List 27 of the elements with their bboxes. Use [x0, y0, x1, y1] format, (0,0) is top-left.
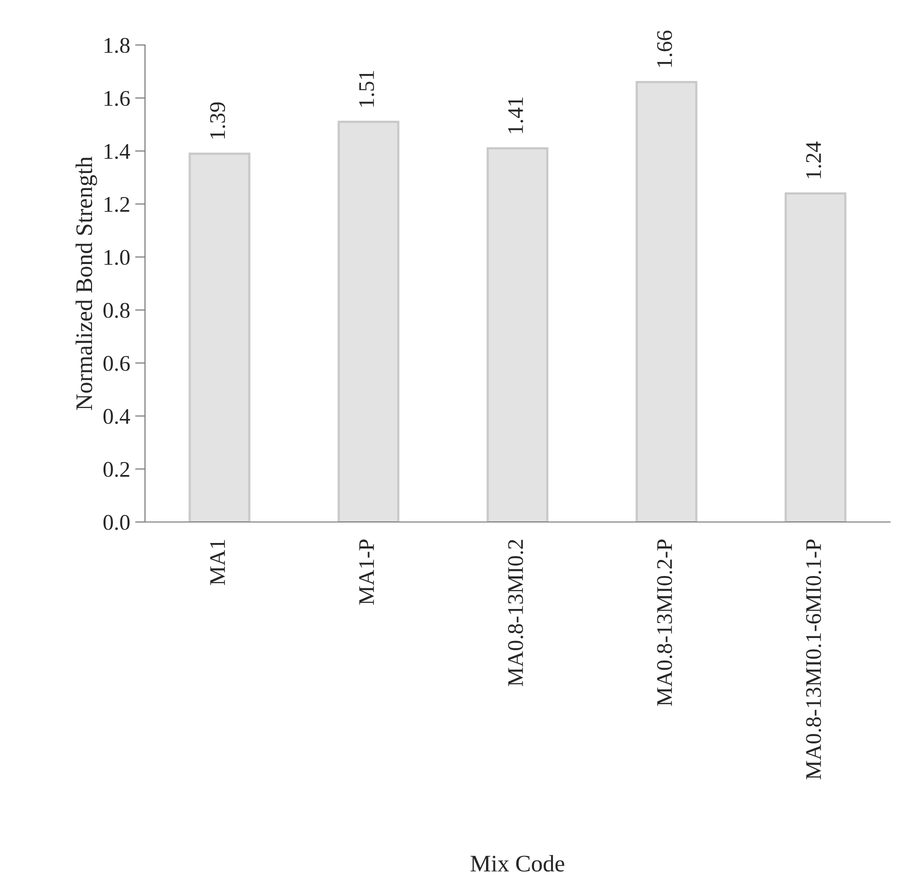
bar	[338, 120, 400, 522]
y-axis-title: Normalized Bond Strength	[76, 156, 98, 410]
data-label: 1.41	[508, 98, 524, 134]
data-label: 1.39	[210, 102, 226, 138]
y-tick-label: 0.4	[103, 408, 130, 424]
y-tick-label: 1.2	[104, 196, 130, 212]
x-tick-label: MA0.8-13MI0.1-6MI0.1-P	[806, 540, 822, 780]
y-tick-label: 1.4	[104, 144, 130, 160]
y-tick-label: 0.6	[103, 356, 130, 372]
y-tick-label: 0.8	[103, 302, 130, 318]
y-tick-label: 1.0	[104, 250, 130, 266]
x-tick-label: MA1	[210, 540, 225, 585]
y-tick-label: 0.0	[103, 514, 130, 530]
x-axis-title: Mix Code	[470, 855, 564, 872]
x-tick-label: MA1-P	[359, 540, 374, 605]
bar	[784, 192, 846, 522]
x-tick-label: MA0.8-13MI0.2	[508, 540, 524, 686]
bar	[486, 147, 548, 522]
data-label: 1.66	[657, 30, 672, 67]
bar	[636, 81, 698, 522]
y-tick-label: 1.8	[104, 38, 130, 54]
x-tick-label: MA0.8-13MI0.2-P	[657, 540, 672, 706]
bar	[188, 152, 250, 522]
y-tick-label: 0.2	[103, 462, 130, 478]
data-label: 1.51	[359, 71, 374, 107]
y-tick-label: 1.6	[104, 90, 130, 106]
data-label: 1.24	[806, 142, 822, 178]
